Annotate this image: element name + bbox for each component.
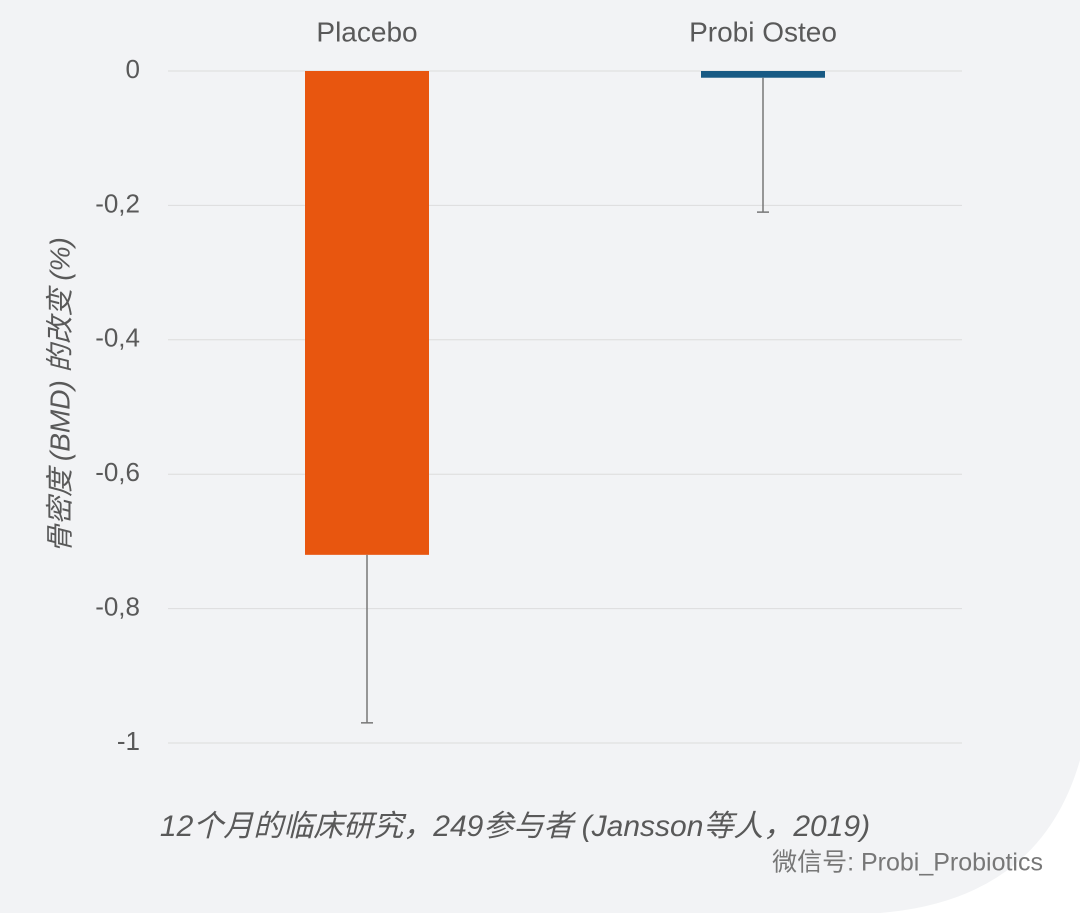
y-tick-label: -0,8 [95,591,140,621]
bar [701,71,825,78]
y-tick-label: -0,2 [95,188,140,218]
y-tick-label: 0 [126,54,140,84]
y-axis-label: 骨密度 (BMD) 的改变 (%) [44,237,75,553]
watermark: 微信号: Probi_Probiotics [772,849,1043,877]
y-tick-label: -0,4 [95,323,140,353]
x-tick-label: Placebo [316,16,417,47]
bar [305,71,429,555]
y-tick-label: -0,6 [95,457,140,487]
footnote: 12个月的临床研究，249参与者 (Jansson等人，2019) [160,810,870,843]
y-tick-label: -1 [117,726,140,756]
x-tick-label: Probi Osteo [689,16,837,47]
